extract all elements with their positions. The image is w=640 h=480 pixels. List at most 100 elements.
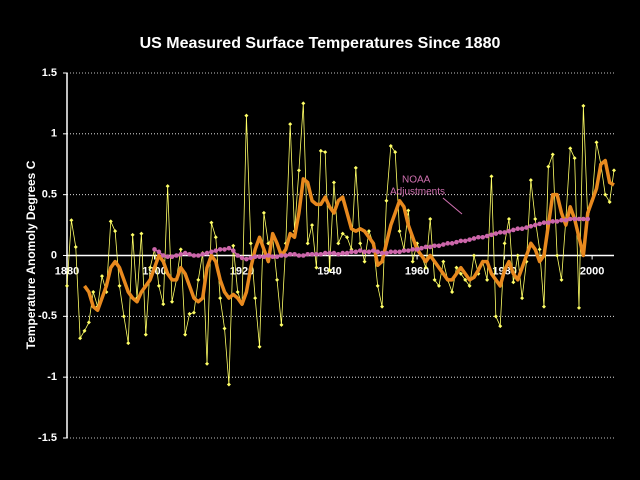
data-point [209, 249, 214, 255]
data-point [174, 253, 179, 258]
data-point [607, 199, 612, 204]
data-point [126, 341, 131, 346]
data-point [169, 254, 175, 260]
data-point [156, 283, 161, 288]
data-point [546, 220, 551, 225]
data-point [550, 219, 556, 224]
data-point [279, 253, 284, 258]
data-point [419, 245, 424, 251]
data-point [296, 168, 301, 173]
data-point [161, 302, 166, 307]
data-point [414, 247, 420, 252]
data-point [314, 251, 319, 257]
data-point [327, 268, 332, 273]
data-point [78, 336, 83, 341]
data-point [568, 146, 573, 151]
annotation: Adjustments [390, 187, 445, 198]
data-point [506, 228, 512, 234]
data-point [108, 219, 113, 224]
data-point [541, 220, 547, 225]
data-point [275, 277, 280, 282]
data-point [576, 216, 582, 222]
data-point [248, 255, 254, 261]
data-point [537, 247, 542, 252]
data-point [432, 277, 437, 282]
y-tick-label: 0.5 [42, 189, 57, 201]
data-point [594, 140, 599, 145]
data-point [511, 227, 516, 233]
data-point [581, 103, 586, 108]
data-point [345, 235, 350, 240]
data-point [454, 265, 459, 270]
data-point [301, 101, 306, 106]
data-point [331, 250, 337, 256]
data-point [576, 305, 581, 310]
series-line [66, 103, 615, 385]
data-point [515, 253, 520, 258]
data-point [261, 210, 266, 215]
data-point [497, 230, 503, 235]
data-point [340, 250, 345, 256]
data-point [427, 244, 433, 250]
data-point [528, 178, 533, 183]
data-point [336, 251, 341, 257]
y-tick-label: -0.5 [38, 310, 57, 322]
data-point [388, 144, 393, 148]
y-tick-label: -1.5 [38, 432, 57, 444]
data-point [257, 254, 262, 260]
data-point [296, 253, 302, 258]
data-point [358, 241, 363, 246]
data-point [423, 244, 429, 250]
data-point [362, 259, 367, 264]
y-tick-label: -1 [47, 371, 57, 383]
data-point [432, 243, 437, 249]
x-tick-label: 1960 [405, 265, 429, 277]
data-point [480, 234, 486, 240]
data-point [388, 249, 394, 255]
data-point [349, 249, 354, 255]
y-tick-label: 1.5 [42, 67, 57, 79]
data-point [357, 248, 363, 253]
x-tick-label: 2000 [580, 265, 604, 277]
data-point [156, 249, 162, 255]
data-point [314, 265, 319, 270]
data-point [533, 217, 538, 221]
data-point [196, 277, 201, 282]
data-point [253, 296, 258, 301]
data-point [353, 165, 358, 170]
data-point [520, 296, 525, 301]
data-point [195, 253, 201, 258]
data-point [366, 229, 371, 234]
data-point [218, 296, 223, 301]
data-point [235, 290, 240, 294]
data-point [252, 254, 258, 260]
y-tick-label: 0 [51, 249, 57, 261]
data-point [397, 229, 402, 234]
data-point [572, 156, 577, 161]
data-point [380, 304, 385, 309]
data-point [498, 324, 503, 329]
data-point [130, 232, 135, 237]
data-point [160, 253, 166, 258]
data-point [213, 235, 218, 240]
data-point [567, 216, 573, 222]
data-point [165, 184, 170, 189]
data-point [244, 113, 249, 118]
data-point [585, 216, 591, 222]
data-point [178, 247, 183, 252]
data-point [65, 283, 69, 288]
data-point [222, 326, 227, 331]
data-point [187, 311, 192, 316]
data-point [323, 150, 328, 155]
data-point [113, 229, 118, 234]
data-point [563, 217, 569, 223]
data-point [450, 290, 455, 294]
data-point [309, 251, 315, 257]
data-point [121, 314, 126, 319]
data-point [471, 253, 476, 258]
data-point [454, 239, 459, 245]
data-point [279, 322, 284, 327]
data-point [555, 253, 560, 258]
